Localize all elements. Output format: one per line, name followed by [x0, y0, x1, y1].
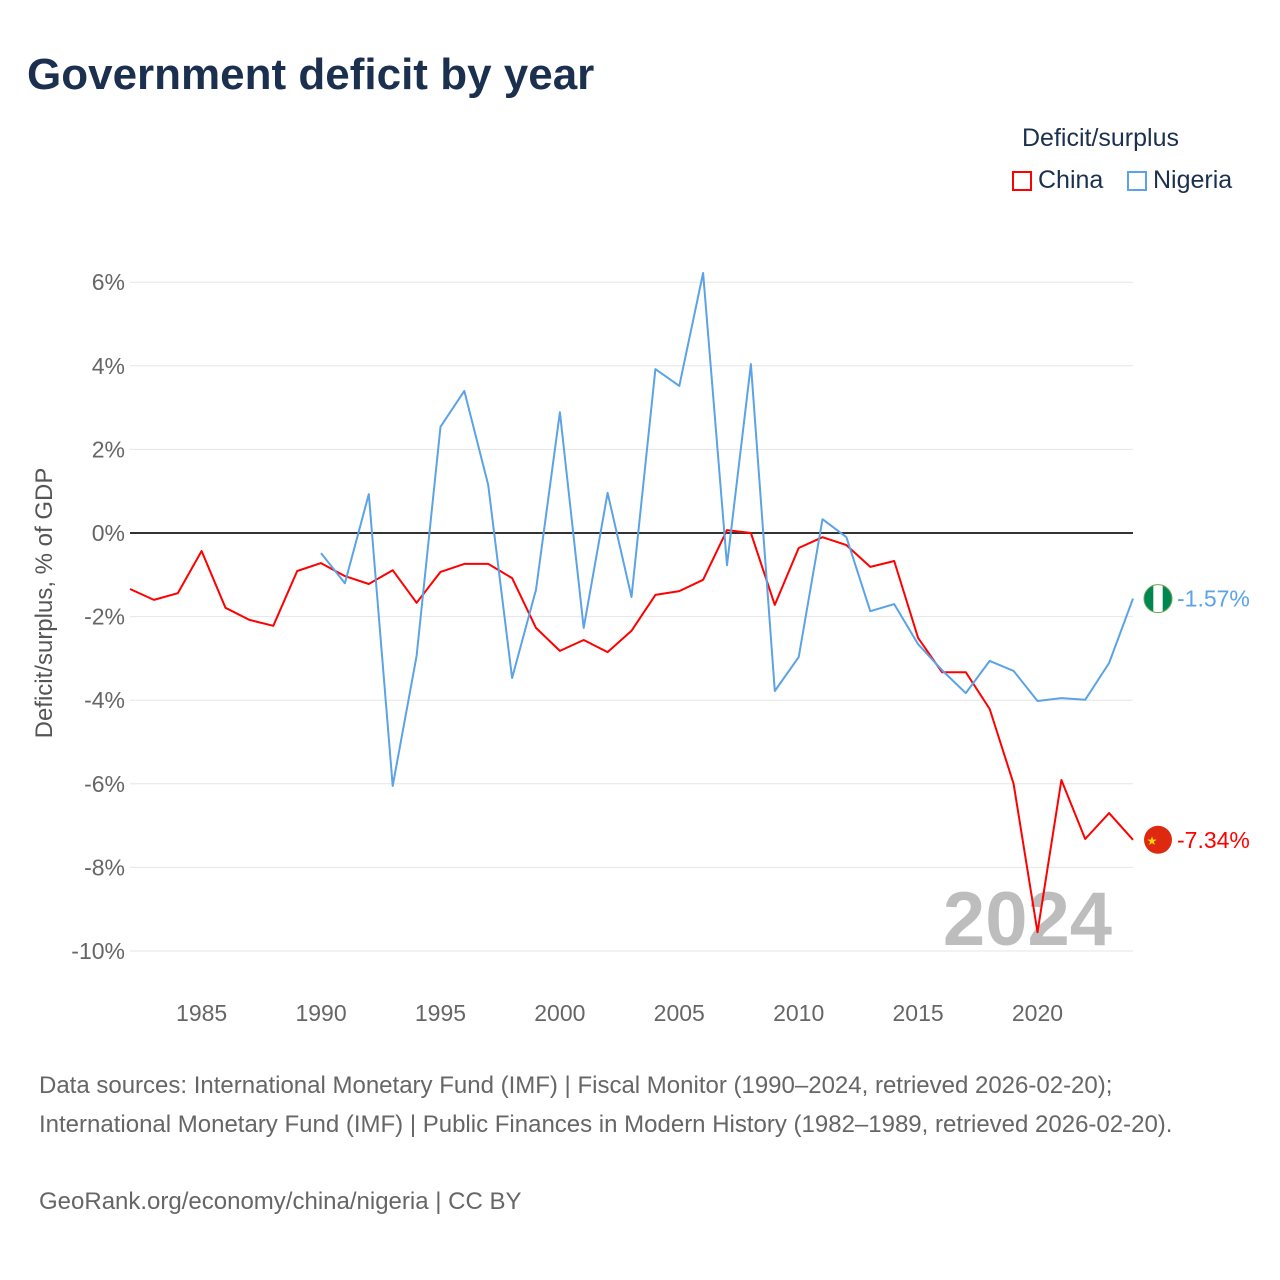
x-tick-label: 1990 [295, 1000, 346, 1026]
legend-swatch-china [1012, 170, 1032, 191]
y-tick-label: 6% [92, 269, 125, 295]
y-tick-label: 4% [92, 353, 125, 379]
series-line-nigeria [320, 272, 1134, 787]
svg-text:★: ★ [1147, 834, 1158, 848]
nigeria-flag-icon [1143, 584, 1173, 614]
data-sources: Data sources: International Monetary Fun… [39, 1072, 1173, 1138]
y-tick-label: -6% [84, 771, 125, 797]
y-axis-label: Deficit/surplus, % of GDP [31, 468, 58, 739]
x-tick-label: 2020 [1012, 1000, 1063, 1026]
series-line-china [129, 529, 1134, 934]
chart-title: Government deficit by year [27, 50, 595, 99]
y-tick-label: 2% [92, 436, 125, 462]
y-tick-label: -4% [84, 687, 125, 713]
y-tick-label: 0% [92, 520, 125, 546]
end-label-nigeria: -1.57% [1177, 586, 1250, 612]
legend-item-nigeria[interactable]: Nigeria [1127, 166, 1232, 195]
legend-label-china: China [1038, 166, 1104, 194]
legend-swatch-nigeria [1127, 170, 1147, 191]
x-tick-label: 2000 [534, 1000, 585, 1026]
x-tick-label: 2010 [773, 1000, 824, 1026]
credit-link[interactable]: GeoRank.org/economy/china/nigeria | CC B… [39, 1188, 522, 1215]
x-tick-label: 2015 [892, 1000, 943, 1026]
end-label-china: -7.34% [1177, 827, 1250, 853]
y-tick-label: -8% [84, 854, 125, 880]
x-tick-label: 2005 [654, 1000, 705, 1026]
x-tick-label: 1995 [415, 1000, 466, 1026]
y-tick-label: -10% [71, 938, 125, 964]
x-tick-label: 1985 [176, 1000, 227, 1026]
legend-title: Deficit/surplus [1022, 124, 1179, 152]
y-tick-label: -2% [84, 604, 125, 630]
year-watermark: 2024 [943, 877, 1112, 962]
china-flag-icon: ★ [1144, 825, 1172, 854]
legend-label-nigeria: Nigeria [1153, 166, 1233, 194]
legend-item-china[interactable]: China [1012, 166, 1103, 195]
